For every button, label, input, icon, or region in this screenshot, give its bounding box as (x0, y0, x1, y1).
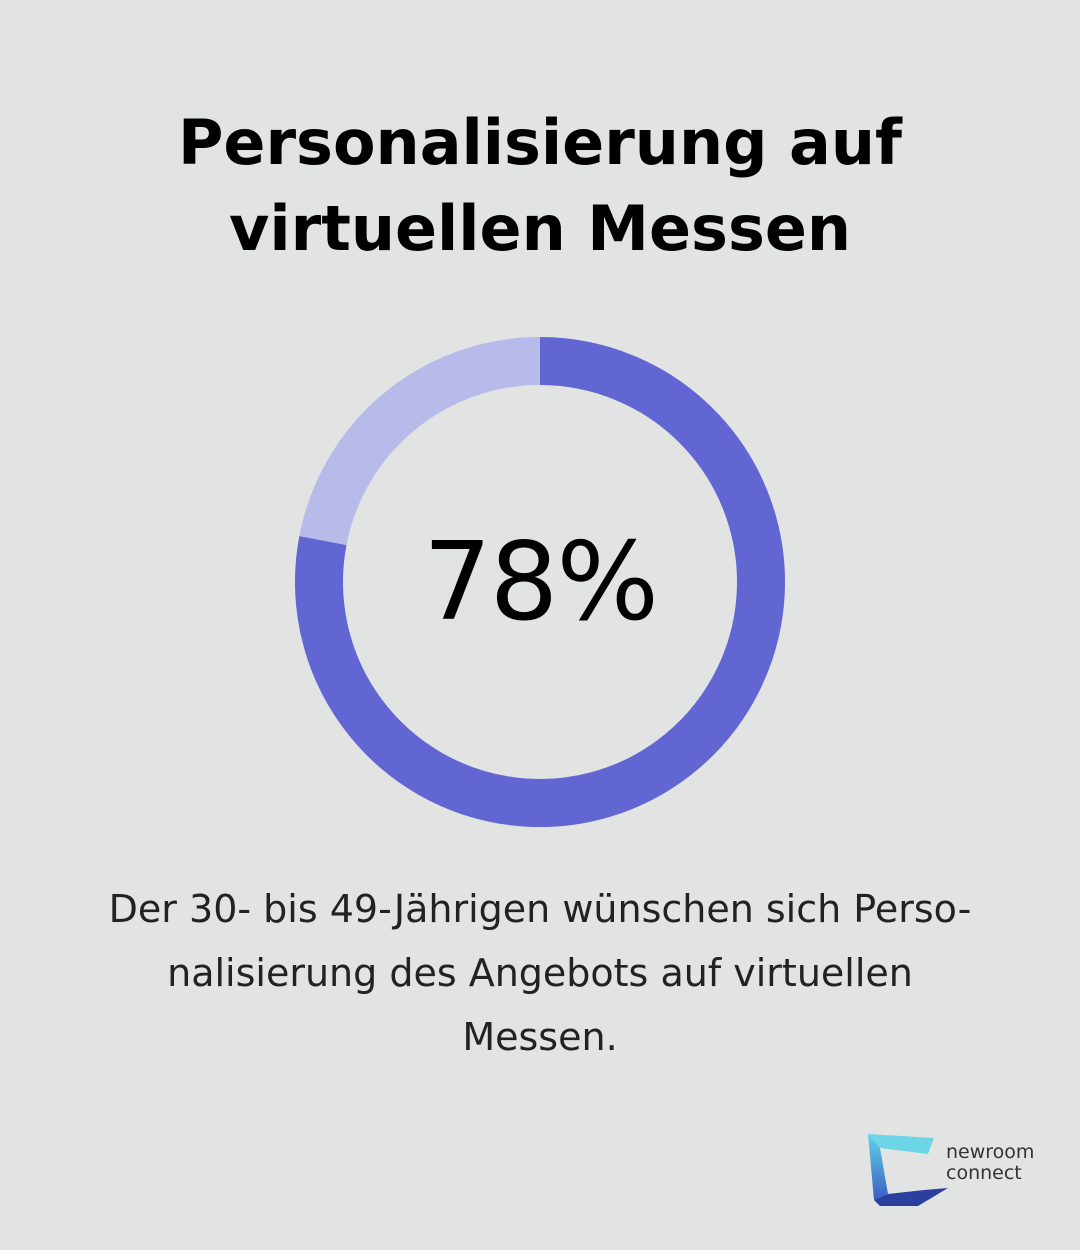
title-line-2: virtuellen Messen (228, 192, 852, 265)
donut-value-label: 78% (422, 519, 659, 645)
logo-word-1: newroom (946, 1141, 1035, 1163)
title-line-1: Personalisierung auf (177, 106, 903, 179)
caption-line-1: Der 30- bis 49-Jährigen wünschen sich Pe… (108, 887, 972, 931)
page-title: Personalisierung auf virtuellen Messen (0, 100, 1080, 272)
caption-line-2: nalisierung des Angebots auf virtuellen (167, 951, 913, 995)
donut-chart (295, 337, 785, 827)
donut-segment-remaining (299, 337, 541, 546)
caption-line-3: Messen. (462, 1015, 618, 1059)
logo-word-2: connect (946, 1162, 1022, 1184)
newroom-connect-logo: newroom connect (866, 1132, 1046, 1212)
chart-caption: Der 30- bis 49-Jährigen wünschen sich Pe… (40, 877, 1040, 1069)
logo-mark-icon (868, 1134, 948, 1206)
donut-segment-filled (295, 337, 785, 827)
logo-wordmark: newroom connect (946, 1142, 1034, 1184)
